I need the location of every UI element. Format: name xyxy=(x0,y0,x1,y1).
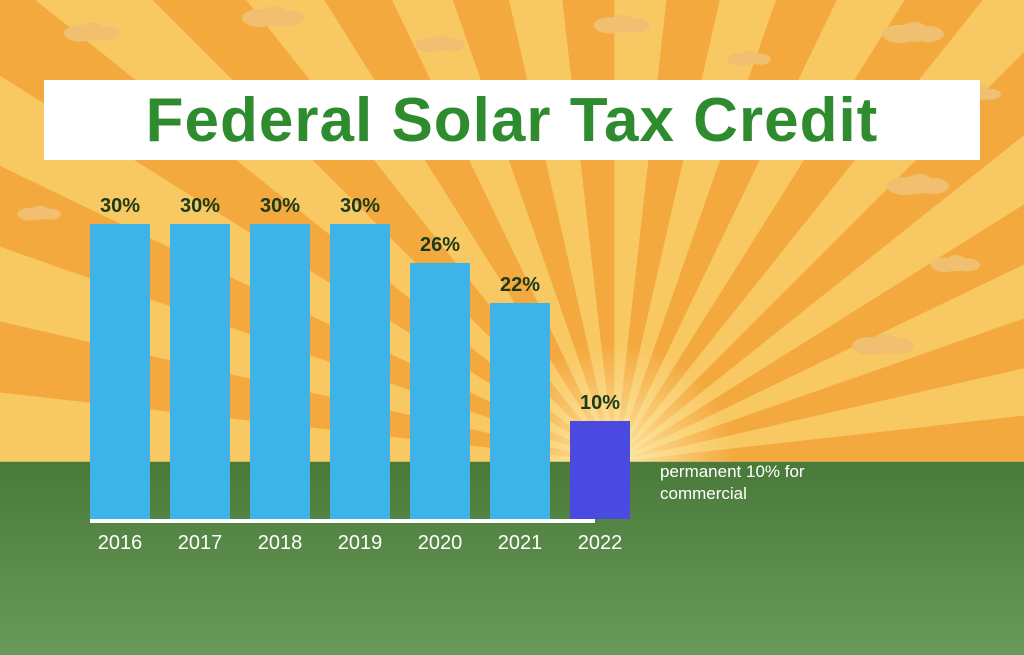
bar-group: 10% xyxy=(570,421,630,519)
year-label: 2016 xyxy=(90,532,150,555)
bar-value-label: 10% xyxy=(570,392,630,415)
bar-group: 30% xyxy=(170,224,230,519)
bar-group: 30% xyxy=(90,224,150,519)
bar-value-label: 26% xyxy=(410,234,470,257)
bar-value-label: 30% xyxy=(170,195,230,218)
year-label: 2021 xyxy=(490,532,550,555)
bar-group: 22% xyxy=(490,303,550,519)
bar xyxy=(90,224,150,519)
bar xyxy=(570,421,630,519)
bar-value-label: 30% xyxy=(330,195,390,218)
bar xyxy=(250,224,310,519)
chart-title: Federal Solar Tax Credit xyxy=(146,85,879,156)
bar-value-label: 22% xyxy=(490,274,550,297)
bar-value-label: 30% xyxy=(250,195,310,218)
bar-group: 26% xyxy=(410,263,470,519)
bar-group: 30% xyxy=(330,224,390,519)
year-label: 2020 xyxy=(410,532,470,555)
year-label: 2018 xyxy=(250,532,310,555)
year-label: 2017 xyxy=(170,532,230,555)
title-banner: Federal Solar Tax Credit xyxy=(44,80,980,160)
bar xyxy=(410,263,470,519)
footnote: permanent 10% for commercial xyxy=(660,461,860,505)
bar-chart: 30% 30% 30% 30% 26% 22% 10% 2016 2017 2018… xyxy=(90,215,650,555)
x-axis xyxy=(90,519,595,523)
bar xyxy=(490,303,550,519)
bar-group: 30% xyxy=(250,224,310,519)
bars-container: 30% 30% 30% 30% 26% 22% 10% xyxy=(90,219,650,519)
year-labels: 2016 2017 2018 2019 2020 2021 2022 xyxy=(90,532,650,555)
bar xyxy=(330,224,390,519)
bar xyxy=(170,224,230,519)
bar-value-label: 30% xyxy=(90,195,150,218)
year-label: 2022 xyxy=(570,532,630,555)
year-label: 2019 xyxy=(330,532,390,555)
